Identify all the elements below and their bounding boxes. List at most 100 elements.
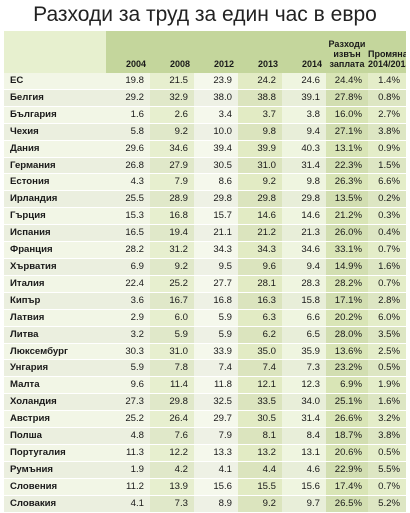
val-2013-cell: 7.4 xyxy=(238,359,282,377)
val-2014-cell: 9.4 xyxy=(282,123,326,141)
val-2012-cell: 15.7 xyxy=(194,207,238,225)
header-2008: 2008 xyxy=(150,31,194,73)
val-2014-cell: 15.8 xyxy=(282,292,326,310)
change-2014-2013-cell: 5.5% xyxy=(368,461,406,479)
val-2013-cell: 33.5 xyxy=(238,393,282,411)
country-cell: Латвия xyxy=(4,309,106,327)
table-row: Полша 4.8 7.6 7.9 8.1 8.4 18.7% 3.8% xyxy=(4,427,406,445)
header-2014: 2014 xyxy=(282,31,326,73)
val-2008-cell: 31.2 xyxy=(150,241,194,259)
val-2013-cell: 8.1 xyxy=(238,427,282,445)
change-2014-2013-cell: 2.7% xyxy=(368,106,406,124)
table-row: Румъния 1.9 4.2 4.1 4.4 4.6 22.9% 5.5% xyxy=(4,461,406,479)
table-row: Хърватия 6.9 9.2 9.5 9.6 9.4 14.9% 1.6% xyxy=(4,258,406,276)
val-2008-cell: 34.6 xyxy=(150,140,194,158)
non-wage-share-cell: 25.1% xyxy=(326,393,368,411)
non-wage-share-cell: 17.4% xyxy=(326,478,368,496)
table-title: Разходи за труд за един час в евро xyxy=(33,3,377,26)
val-2012-cell: 23.9 xyxy=(194,73,238,90)
val-2012-cell: 8.9 xyxy=(194,495,238,513)
change-2014-2013-cell: 1.6% xyxy=(368,258,406,276)
table-row: Холандия 27.3 29.8 32.5 33.5 34.0 25.1% 1.6% xyxy=(4,393,406,411)
val-2012-cell: 7.9 xyxy=(194,427,238,445)
change-2014-2013-cell: 2.5% xyxy=(368,343,406,360)
val-2014-cell: 29.8 xyxy=(282,190,326,208)
val-2013-cell: 9.2 xyxy=(238,495,282,513)
table-row: Ирландия 25.5 28.9 29.8 29.8 29.8 13.5% 0.2% xyxy=(4,190,406,208)
non-wage-share-cell: 26.5% xyxy=(326,495,368,513)
val-2004-cell: 4.8 xyxy=(106,427,150,445)
table-row: Малта 9.6 11.4 11.8 12.1 12.3 6.9% 1.9% xyxy=(4,376,406,394)
country-cell: Румъния xyxy=(4,461,106,479)
change-2014-2013-cell: 3.8% xyxy=(368,427,406,445)
table-row: Естония 4.3 7.9 8.6 9.2 9.8 26.3% 6.6% xyxy=(4,173,406,191)
val-2008-cell: 9.2 xyxy=(150,123,194,141)
non-wage-share-cell: 22.3% xyxy=(326,157,368,174)
val-2004-cell: 3.2 xyxy=(106,326,150,343)
non-wage-share-cell: 27.8% xyxy=(326,89,368,107)
val-2004-cell: 15.3 xyxy=(106,207,150,225)
table-row: Италия 22.4 25.2 27.7 28.1 28.3 28.2% 0.7% xyxy=(4,275,406,293)
val-2013-cell: 24.2 xyxy=(238,73,282,90)
val-2008-cell: 32.9 xyxy=(150,89,194,107)
val-2013-cell: 38.8 xyxy=(238,89,282,107)
country-cell: Холандия xyxy=(4,393,106,411)
table-row: Люксембург 30.3 31.0 33.9 35.0 35.9 13.6% 2.5% xyxy=(4,343,406,360)
change-2014-2013-cell: 0.3% xyxy=(368,207,406,225)
val-2008-cell: 19.4 xyxy=(150,224,194,242)
header-non-wage-costs: Разходи извън заплата xyxy=(326,31,368,73)
val-2013-cell: 34.3 xyxy=(238,241,282,259)
val-2004-cell: 11.3 xyxy=(106,444,150,462)
table-row: Германия 26.8 27.9 30.5 31.0 31.4 22.3% 1.5% xyxy=(4,157,406,174)
change-2014-2013-cell: 0.5% xyxy=(368,359,406,377)
val-2004-cell: 5.9 xyxy=(106,359,150,377)
non-wage-share-cell: 27.1% xyxy=(326,123,368,141)
country-cell: Австрия xyxy=(4,410,106,428)
val-2008-cell: 12.2 xyxy=(150,444,194,462)
non-wage-share-cell: 23.2% xyxy=(326,359,368,377)
val-2013-cell: 16.3 xyxy=(238,292,282,310)
non-wage-share-cell: 28.2% xyxy=(326,275,368,293)
val-2012-cell: 39.4 xyxy=(194,140,238,158)
change-2014-2013-cell: 0.7% xyxy=(368,241,406,259)
val-2008-cell: 25.2 xyxy=(150,275,194,293)
val-2014-cell: 31.4 xyxy=(282,410,326,428)
change-2014-2013-cell: 0.7% xyxy=(368,275,406,293)
val-2013-cell: 21.2 xyxy=(238,224,282,242)
change-2014-2013-cell: 1.6% xyxy=(368,393,406,411)
country-cell: България xyxy=(4,106,106,124)
country-cell: Чехия xyxy=(4,123,106,141)
val-2012-cell: 29.8 xyxy=(194,190,238,208)
val-2004-cell: 11.2 xyxy=(106,478,150,496)
val-2008-cell: 9.2 xyxy=(150,258,194,276)
val-2012-cell: 7.4 xyxy=(194,359,238,377)
country-cell: Ирландия xyxy=(4,190,106,208)
val-2008-cell: 29.8 xyxy=(150,393,194,411)
val-2012-cell: 34.3 xyxy=(194,241,238,259)
val-2012-cell: 21.1 xyxy=(194,224,238,242)
change-2014-2013-cell: 1.4% xyxy=(368,73,406,90)
non-wage-share-cell: 17.1% xyxy=(326,292,368,310)
non-wage-share-cell: 24.4% xyxy=(326,73,368,90)
val-2012-cell: 33.9 xyxy=(194,343,238,360)
table-row: Белгия 29.2 32.9 38.0 38.8 39.1 27.8% 0.8% xyxy=(4,89,406,107)
non-wage-share-cell: 21.2% xyxy=(326,207,368,225)
val-2004-cell: 25.5 xyxy=(106,190,150,208)
labor-cost-table: 2004 2008 2012 2013 2014 Разходи извън з… xyxy=(4,31,406,513)
val-2012-cell: 15.6 xyxy=(194,478,238,496)
country-cell: Естония xyxy=(4,173,106,191)
country-cell: Унгария xyxy=(4,359,106,377)
val-2008-cell: 27.9 xyxy=(150,157,194,174)
val-2013-cell: 28.1 xyxy=(238,275,282,293)
change-2014-2013-cell: 3.2% xyxy=(368,410,406,428)
header-2013: 2013 xyxy=(238,31,282,73)
val-2004-cell: 25.2 xyxy=(106,410,150,428)
change-2014-2013-cell: 1.9% xyxy=(368,376,406,394)
val-2014-cell: 9.8 xyxy=(282,173,326,191)
country-cell: Полша xyxy=(4,427,106,445)
header-country xyxy=(4,31,106,73)
header-2012: 2012 xyxy=(194,31,238,73)
non-wage-share-cell: 28.0% xyxy=(326,326,368,343)
val-2008-cell: 4.2 xyxy=(150,461,194,479)
val-2014-cell: 31.4 xyxy=(282,157,326,174)
